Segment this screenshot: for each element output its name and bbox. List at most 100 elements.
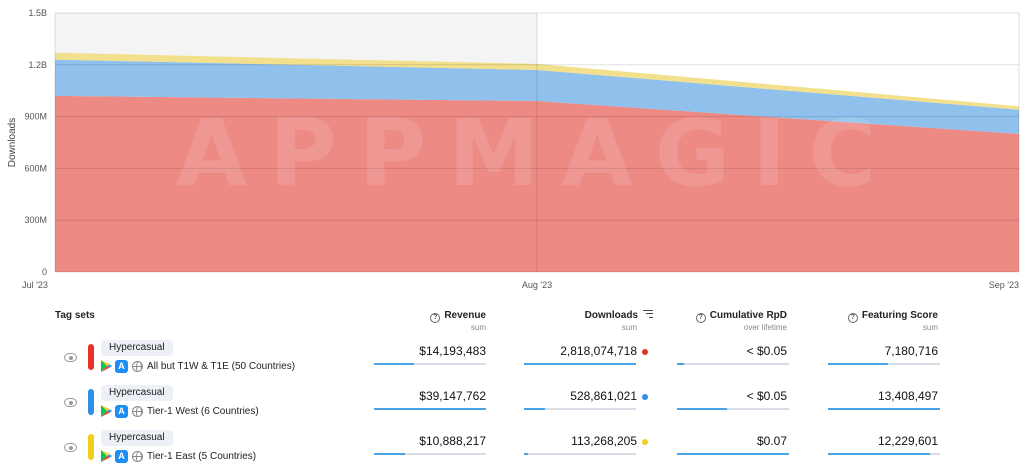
col-header-rpd[interactable]: ? Cumulative RpD bbox=[695, 310, 787, 323]
col-header-revenue-label: Revenue bbox=[444, 310, 486, 321]
revenue-value: $39,147,762 bbox=[419, 389, 486, 403]
store-row: A Tier-1 East (5 Countries) bbox=[101, 449, 256, 463]
revenue-bar-track bbox=[374, 408, 486, 410]
google-play-icon bbox=[101, 450, 112, 462]
featuring-bar-fill bbox=[828, 363, 889, 365]
help-icon[interactable]: ? bbox=[695, 313, 706, 323]
downloads-value: 113,268,205 bbox=[571, 434, 637, 448]
area-series-t1e bbox=[55, 95, 1019, 272]
rpd-bar-track bbox=[677, 408, 789, 410]
rpd-value: < $0.05 bbox=[746, 344, 787, 358]
revenue-bar-fill bbox=[374, 408, 486, 410]
col-sub-rpd: over lifetime bbox=[743, 323, 787, 332]
eye-icon[interactable] bbox=[64, 443, 77, 452]
series-color-indicator bbox=[88, 434, 94, 460]
y-axis-title: Downloads bbox=[7, 118, 18, 167]
col-sub-downloads: sum bbox=[621, 323, 637, 332]
region-label: All but T1W & T1E (50 Countries) bbox=[147, 360, 296, 372]
featuring-bar-fill bbox=[828, 453, 930, 455]
downloads-bar-fill bbox=[524, 363, 636, 365]
series-dot-icon bbox=[642, 439, 648, 445]
col-header-downloads-label: Downloads bbox=[584, 310, 638, 321]
downloads-bar-fill bbox=[524, 408, 546, 410]
featuring-bar-track bbox=[828, 363, 940, 365]
help-icon[interactable]: ? bbox=[430, 313, 441, 323]
revenue-bar-track bbox=[374, 453, 486, 455]
table-row[interactable]: Hypercasual A All but T1W & T1E (50 Countr… bbox=[0, 338, 1024, 382]
col-sub-revenue: sum bbox=[470, 323, 486, 332]
region-label: Tier-1 West (6 Countries) bbox=[147, 405, 259, 417]
area-series-other bbox=[55, 52, 1019, 110]
featuring-bar-track bbox=[828, 408, 940, 410]
revenue-bar-fill bbox=[374, 453, 406, 455]
revenue-value: $14,193,483 bbox=[419, 344, 486, 358]
tag-chip[interactable]: Hypercasual bbox=[101, 430, 173, 446]
featuring-value: 13,408,497 bbox=[877, 389, 938, 403]
rpd-bar-track bbox=[677, 363, 789, 365]
col-header-featuring[interactable]: ? Featuring Score bbox=[847, 310, 938, 323]
area-series-t1w bbox=[55, 59, 1019, 134]
region-label: Tier-1 East (5 Countries) bbox=[147, 450, 257, 462]
downloads-value: 2,818,074,718 bbox=[560, 344, 637, 358]
chart-svg: 0 300M 600M 900M 1.2B 1.5B Jul '23 Aug '23 Sep '… bbox=[7, 8, 1020, 290]
sort-descending-icon[interactable] bbox=[643, 310, 653, 318]
globe-icon bbox=[132, 405, 143, 417]
appmagic-watermark: APPMAGIC bbox=[176, 100, 898, 207]
table-row[interactable]: Hypercasual A Tier-1 East (5 Countries) $10… bbox=[0, 428, 1024, 472]
featuring-value: 12,229,601 bbox=[877, 434, 938, 448]
col-header-downloads[interactable]: Downloads bbox=[585, 310, 653, 321]
tag-sets-table: Tag sets ? Revenue sum Downloads sum ? Cum… bbox=[0, 304, 1024, 475]
tag-chip[interactable]: Hypercasual bbox=[101, 385, 173, 401]
series-color-indicator bbox=[88, 344, 94, 370]
eye-icon[interactable] bbox=[64, 398, 77, 407]
downloads-bar-track bbox=[524, 363, 636, 365]
downloads-bar-track bbox=[524, 453, 636, 455]
downloads-bar-fill bbox=[524, 453, 529, 455]
featuring-bar-fill bbox=[828, 408, 940, 410]
store-row: A Tier-1 West (6 Countries) bbox=[101, 404, 259, 418]
globe-icon bbox=[132, 450, 143, 462]
rpd-value: < $0.05 bbox=[746, 389, 787, 403]
x-tick-label: Aug '23 bbox=[522, 280, 552, 290]
google-play-icon bbox=[101, 360, 112, 372]
y-tick-label: 600M bbox=[24, 163, 47, 173]
col-header-featuring-label: Featuring Score bbox=[861, 310, 938, 321]
series-color-indicator bbox=[88, 389, 94, 415]
y-tick-label: 900M bbox=[24, 112, 47, 122]
revenue-bar-track bbox=[374, 363, 486, 365]
y-tick-label: 1.2B bbox=[28, 60, 47, 70]
x-tick-label: Jul '23 bbox=[22, 280, 48, 290]
featuring-value: 7,180,716 bbox=[884, 344, 938, 358]
col-header-rpd-label: Cumulative RpD bbox=[709, 310, 787, 321]
eye-icon[interactable] bbox=[64, 353, 77, 362]
rpd-bar-fill bbox=[677, 363, 684, 365]
help-icon[interactable]: ? bbox=[847, 313, 858, 323]
app-store-icon: A bbox=[115, 404, 128, 418]
rpd-bar-fill bbox=[677, 408, 728, 410]
table-row[interactable]: Hypercasual A Tier-1 West (6 Countries) $39… bbox=[0, 383, 1024, 427]
google-play-icon bbox=[101, 405, 112, 417]
col-sub-featuring: sum bbox=[922, 323, 938, 332]
revenue-bar-fill bbox=[374, 363, 415, 365]
store-row: A All but T1W & T1E (50 Countries) bbox=[101, 359, 295, 373]
col-header-revenue[interactable]: ? Revenue bbox=[430, 310, 486, 323]
y-tick-label: 1.5B bbox=[28, 8, 47, 18]
y-tick-label: 0 bbox=[42, 267, 47, 277]
app-store-icon: A bbox=[115, 359, 128, 373]
col-header-tag-sets: Tag sets bbox=[55, 310, 95, 321]
revenue-value: $10,888,217 bbox=[419, 434, 486, 448]
series-dot-icon bbox=[642, 394, 648, 400]
downloads-area-chart: 0 300M 600M 900M 1.2B 1.5B Jul '23 Aug '23 Sep '… bbox=[7, 8, 1020, 290]
x-tick-label: Sep '23 bbox=[989, 280, 1019, 290]
featuring-bar-track bbox=[828, 453, 940, 455]
rpd-bar-fill bbox=[677, 453, 789, 455]
downloads-value: 528,861,021 bbox=[570, 389, 637, 403]
rpd-value: $0.07 bbox=[756, 434, 787, 448]
y-tick-label: 300M bbox=[24, 215, 47, 225]
app-store-icon: A bbox=[115, 449, 128, 463]
series-dot-icon bbox=[642, 349, 648, 355]
rpd-bar-track bbox=[677, 453, 789, 455]
tag-chip[interactable]: Hypercasual bbox=[101, 340, 173, 356]
downloads-bar-track bbox=[524, 408, 636, 410]
globe-icon bbox=[132, 360, 143, 372]
